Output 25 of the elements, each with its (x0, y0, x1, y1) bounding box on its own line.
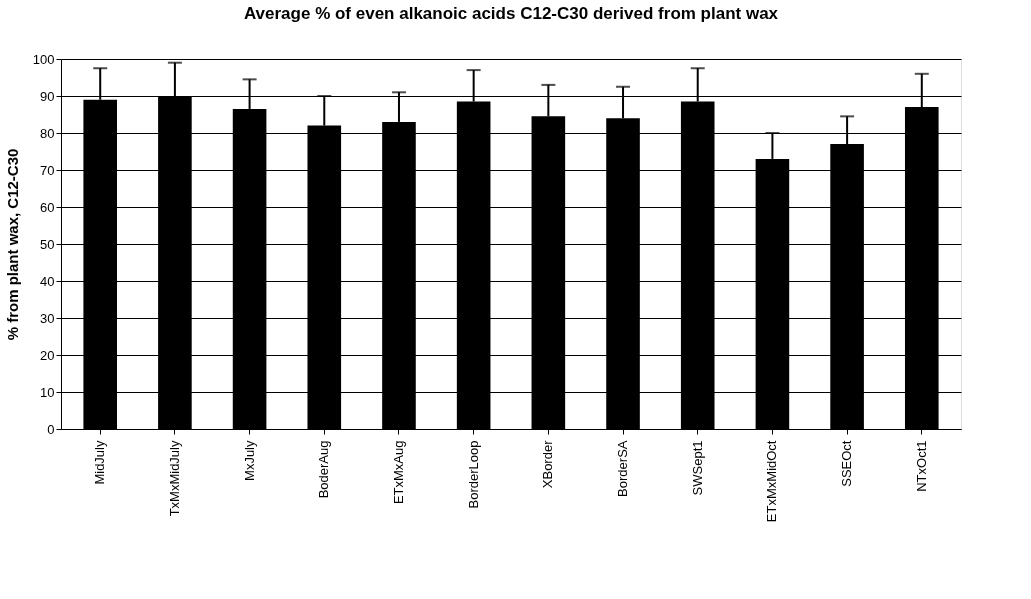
y-tick-label: 20 (40, 347, 55, 363)
x-tick-label: SWSept1 (689, 440, 705, 496)
x-tick-label: MidJuly (92, 440, 108, 485)
y-tick-label: 30 (40, 310, 55, 326)
y-tick-label: 40 (40, 273, 55, 289)
x-tick-label: NTxOct1 (913, 440, 929, 492)
y-tick-label: 90 (40, 88, 55, 104)
y-axis-title: % from plant wax, C12-C30 (3, 148, 21, 341)
x-tick-label: TxMxMidJuly (166, 440, 182, 517)
x-tick-label: ETxMxAug (390, 440, 406, 505)
x-tick-label: SSEOct (839, 440, 855, 487)
x-tick-label: ETxMxMidOct (764, 440, 780, 523)
y-tick-label: 80 (40, 125, 55, 141)
chart-title: Average % of even alkanoic acids C12-C30 derived from plant wax (243, 4, 779, 23)
x-tick-label: BoderAug (316, 440, 332, 499)
y-tick-label: 70 (40, 162, 55, 178)
y-tick-label: 60 (40, 199, 55, 215)
y-tick-label: 100 (32, 51, 55, 67)
y-tick-label: 0 (47, 421, 55, 437)
y-tick-label: 10 (40, 384, 55, 400)
x-tick-label: BorderSA (615, 440, 631, 497)
x-tick-label: MxJuly (241, 440, 257, 481)
x-tick-label: XBorder (540, 439, 556, 489)
y-tick-label: 50 (40, 236, 55, 252)
x-tick-label: BorderLoop (465, 440, 481, 509)
